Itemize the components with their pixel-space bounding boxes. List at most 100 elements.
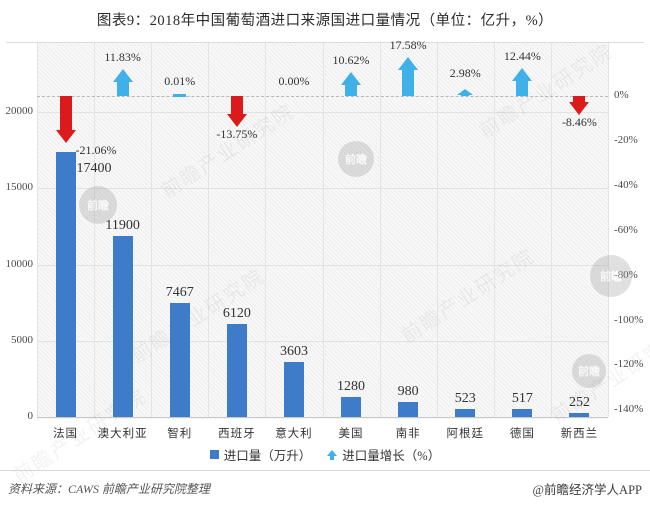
bar-9 (569, 413, 590, 417)
bar-value-label-2: 7467 (165, 285, 194, 301)
arrow-head (226, 113, 247, 127)
left-axis-tick-1: 15000 (5, 181, 34, 194)
legend-item-0: 进口量（万升） (209, 445, 312, 464)
bar-8 (512, 409, 533, 417)
growth-label-1: 11.83% (104, 50, 141, 65)
gridline-v-10 (608, 43, 609, 417)
growth-label-4: 0.00% (278, 74, 310, 88)
legend-label: 进口量增长（%） (342, 449, 441, 463)
arrow-head (457, 89, 474, 96)
chart-title: 图表9：2018年中国葡萄酒进口来源国进口量情况（单位：亿升，%） (96, 13, 554, 29)
arrow-shaft (116, 82, 129, 96)
bar-value-label-5: 1280 (337, 379, 366, 395)
gridline-v-9 (551, 43, 552, 417)
right-axis-tick-6: -120% (614, 358, 644, 371)
bar-value-label-0: 17400 (76, 160, 112, 176)
growth-label-7: 2.98% (449, 66, 481, 81)
gridline-v-0 (37, 43, 38, 417)
bar-7 (455, 409, 476, 417)
growth-label-0: -21.06% (75, 143, 117, 158)
growth-label-9: -8.46% (561, 114, 597, 129)
gridline-v-2 (151, 43, 152, 417)
legend-label: 进口量（万升） (223, 449, 312, 463)
gridline-v-1 (94, 43, 95, 417)
gridline-v-8 (494, 43, 495, 417)
gridline-v-3 (208, 43, 209, 417)
bar-value-label-3: 6120 (222, 305, 251, 321)
growth-arrow-3 (226, 96, 247, 127)
growth-arrow-5 (341, 72, 362, 96)
footer-divider (0, 470, 650, 471)
growth-label-8: 12.44% (503, 49, 541, 64)
bar-1 (112, 235, 133, 417)
arrow-shaft (516, 81, 529, 96)
bar-value-label-4: 3603 (279, 344, 308, 360)
x-tick-label-1: 澳大利亚 (97, 428, 148, 440)
gridline-v-5 (323, 43, 324, 417)
growth-arrow-0 (55, 96, 76, 144)
bar-4 (283, 362, 304, 417)
right-axis-tick-5: -100% (614, 313, 644, 326)
credit-note: @前瞻经济学人APP (532, 483, 642, 497)
right-axis-tick-4: -80% (614, 268, 638, 281)
bar-5 (341, 397, 362, 417)
gridline-h-0 (37, 112, 608, 113)
legend-item-1: 进口量增长（%） (327, 445, 440, 464)
gridline-v-6 (380, 43, 381, 417)
growth-label-5: 10.62% (332, 53, 370, 68)
growth-label-6: 17.58% (389, 37, 427, 52)
growth-arrow-1 (112, 69, 133, 96)
gridline-v-7 (437, 43, 438, 417)
growth-arrow-6 (398, 56, 419, 96)
gridline-h-2 (37, 264, 608, 266)
growth-arrow-8 (512, 68, 533, 96)
arrow-shaft (230, 96, 243, 114)
arrow-head (341, 72, 362, 86)
arrow-head (55, 130, 76, 144)
right-axis-tick-3: -60% (614, 223, 638, 236)
bar-0 (55, 151, 76, 417)
legend: 进口量（万升） 进口量增长（%） (0, 445, 650, 464)
arrow-shaft (402, 69, 415, 96)
left-axis-tick-0: 20000 (5, 105, 34, 117)
source-note: 资料来源：CAWS 前瞻产业研究院整理 (8, 482, 210, 496)
arrow-head (398, 56, 419, 70)
gridline-v-4 (265, 43, 266, 417)
growth-arrow-7 (457, 89, 474, 96)
x-tick-label-4: 意大利 (275, 428, 313, 440)
bar-value-label-8: 517 (511, 391, 533, 407)
left-axis-tick-4: 0 (27, 410, 34, 422)
x-tick-label-0: 法国 (53, 428, 79, 440)
x-tick-label-7: 阿根廷 (446, 428, 484, 440)
bar-3 (226, 323, 247, 417)
bar-value-label-6: 980 (397, 384, 419, 400)
bar-value-label-1: 11900 (105, 217, 140, 233)
left-axis-tick-3: 5000 (11, 333, 33, 346)
bar-value-label-9: 252 (568, 395, 590, 411)
right-axis-tick-1: -20% (614, 133, 638, 146)
chart-top-border (6, 42, 644, 43)
x-tick-label-3: 西班牙 (218, 428, 256, 440)
right-axis-tick-7: -140% (614, 403, 644, 416)
growth-dash-2 (173, 93, 187, 97)
gridline-h-3 (37, 340, 608, 342)
arrow-shaft (573, 96, 586, 102)
arrow-head (569, 101, 590, 115)
arrow-head (512, 68, 533, 82)
zero-percent-line (37, 96, 608, 97)
legend-bar-marker-icon (209, 450, 219, 459)
growth-label-2: 0.01% (164, 74, 196, 88)
growth-label-3: -13.75% (216, 126, 258, 141)
x-tick-label-8: 德国 (509, 428, 535, 440)
x-tick-label-6: 南非 (395, 428, 421, 440)
arrow-shaft (461, 95, 470, 96)
left-axis-tick-2: 10000 (5, 257, 34, 270)
x-tick-label-9: 新西兰 (560, 428, 599, 440)
right-axis-tick-2: -40% (614, 178, 638, 191)
gridline-h-1 (37, 188, 608, 190)
x-tick-label-5: 美国 (338, 428, 364, 440)
arrow-head (112, 69, 133, 83)
legend-up-arrow-icon (327, 449, 338, 460)
growth-arrow-9 (569, 96, 590, 115)
bar-6 (398, 402, 419, 417)
